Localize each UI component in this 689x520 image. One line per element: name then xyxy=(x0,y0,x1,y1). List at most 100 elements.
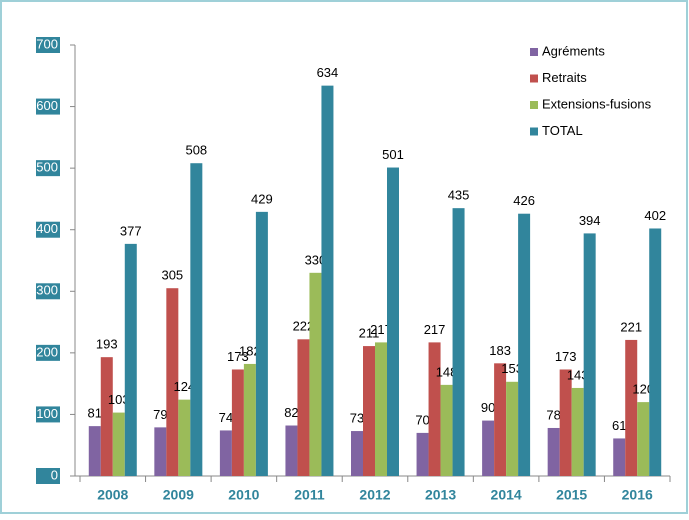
bar xyxy=(88,426,101,476)
x-tick-label: 2014 xyxy=(491,487,522,503)
x-tick-label: 2010 xyxy=(228,487,259,503)
value-label: 173 xyxy=(227,349,249,364)
y-tick-label: 700 xyxy=(36,36,58,51)
bar xyxy=(571,387,584,476)
bar xyxy=(124,243,137,476)
x-tick-label: 2013 xyxy=(425,487,456,503)
x-tick-label: 2015 xyxy=(556,487,587,503)
y-tick-label: 500 xyxy=(36,160,58,175)
bar xyxy=(255,211,268,476)
legend-label: Agréments xyxy=(542,43,605,58)
bar xyxy=(243,363,256,476)
value-label: 634 xyxy=(317,65,339,80)
bar xyxy=(285,425,298,476)
x-tick-label: 2008 xyxy=(97,487,128,503)
y-tick-label: 400 xyxy=(36,221,58,236)
value-label: 377 xyxy=(120,223,142,238)
bar xyxy=(637,402,650,476)
bar xyxy=(100,357,113,476)
value-label: 426 xyxy=(513,193,535,208)
value-label: 74 xyxy=(219,410,233,425)
value-label: 82 xyxy=(284,405,298,420)
legend-label: Retraits xyxy=(542,70,587,85)
bar xyxy=(518,213,531,476)
bar xyxy=(416,432,429,476)
y-tick-bg xyxy=(36,98,60,115)
value-label: 222 xyxy=(293,319,315,334)
value-label: 81 xyxy=(88,406,102,421)
x-tick-label: 2012 xyxy=(359,487,390,503)
y-tick-label: 0 xyxy=(51,467,58,482)
value-label: 217 xyxy=(370,322,392,337)
y-tick-bg xyxy=(36,468,60,484)
bar xyxy=(482,420,495,476)
legend-swatch xyxy=(530,101,538,109)
value-label: 90 xyxy=(481,400,495,415)
bar xyxy=(375,342,387,476)
legend-label: Extensions-fusions xyxy=(542,96,652,111)
value-label: 221 xyxy=(620,319,642,334)
bar xyxy=(154,427,167,476)
value-label: 148 xyxy=(436,364,458,379)
value-label: 173 xyxy=(555,349,577,364)
value-label: 305 xyxy=(161,268,183,283)
bar xyxy=(613,438,626,476)
bar xyxy=(559,369,572,476)
bar xyxy=(363,346,375,476)
bar xyxy=(309,272,322,476)
value-label: 508 xyxy=(185,143,207,158)
legend-swatch xyxy=(530,48,538,56)
bar xyxy=(428,342,441,476)
bar xyxy=(297,339,310,476)
value-label: 103 xyxy=(108,392,130,407)
bar xyxy=(219,430,232,476)
value-label: 153 xyxy=(501,361,523,376)
value-label: 211 xyxy=(359,326,380,341)
legend-swatch xyxy=(530,127,538,136)
bar xyxy=(178,399,191,476)
value-label: 429 xyxy=(251,191,273,206)
bar xyxy=(506,381,519,476)
y-tick-label: 600 xyxy=(36,98,58,113)
x-tick-label: 2011 xyxy=(294,487,325,503)
value-label: 70 xyxy=(415,412,429,427)
bar xyxy=(547,427,560,476)
bar xyxy=(649,228,662,476)
value-label: 182 xyxy=(239,343,261,358)
y-tick-bg xyxy=(36,160,60,177)
bar xyxy=(583,233,596,476)
bar xyxy=(321,85,334,476)
x-tick-label: 2016 xyxy=(622,487,653,503)
value-label: 78 xyxy=(546,407,560,422)
y-tick-bg xyxy=(36,283,60,300)
bar xyxy=(166,288,179,476)
y-tick-label: 200 xyxy=(36,344,58,359)
value-label: 73 xyxy=(350,410,364,425)
bar xyxy=(190,163,203,476)
bar xyxy=(452,208,465,476)
value-label: 120 xyxy=(632,382,654,397)
x-tick-label: 2009 xyxy=(163,487,194,503)
value-label: 61 xyxy=(612,418,626,433)
value-label: 143 xyxy=(567,367,589,382)
value-label: 193 xyxy=(96,337,118,352)
y-tick-label: 100 xyxy=(36,406,58,421)
bar xyxy=(440,384,453,476)
value-label: 501 xyxy=(382,147,404,162)
value-label: 330 xyxy=(305,252,327,267)
value-label: 183 xyxy=(489,343,511,358)
y-tick-bg xyxy=(36,406,60,423)
y-tick-label: 300 xyxy=(36,283,58,298)
bar xyxy=(625,339,638,476)
value-label: 124 xyxy=(173,379,195,394)
bar xyxy=(231,369,244,476)
y-tick-bg xyxy=(36,37,60,53)
bar xyxy=(494,363,507,476)
y-tick-bg xyxy=(36,344,60,361)
bar xyxy=(387,167,399,476)
bar xyxy=(112,412,125,476)
legend-swatch xyxy=(530,74,538,83)
value-label: 79 xyxy=(153,407,167,422)
legend-label: TOTAL xyxy=(542,123,583,138)
